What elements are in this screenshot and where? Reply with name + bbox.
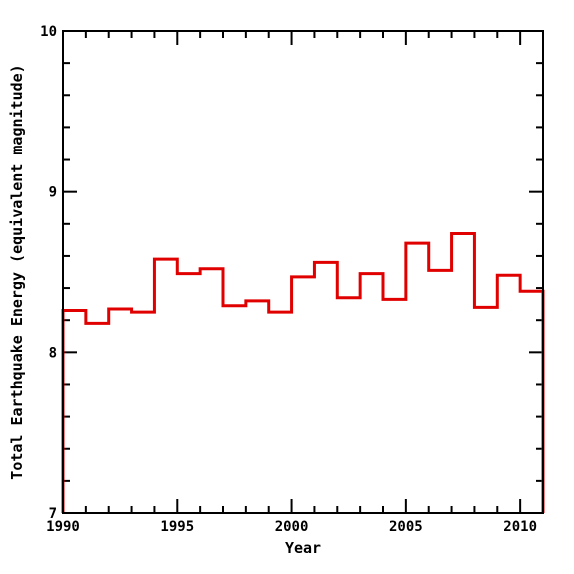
axis-ticks bbox=[62, 30, 544, 514]
y-tick-label: 7 bbox=[49, 506, 57, 522]
y-tick-label: 9 bbox=[49, 185, 57, 201]
plot-frame bbox=[62, 30, 544, 514]
x-tick-label: 2005 bbox=[389, 519, 423, 535]
x-tick-label: 2010 bbox=[503, 519, 537, 535]
x-tick-label: 1995 bbox=[160, 519, 194, 535]
x-tick-label: 1990 bbox=[46, 519, 80, 535]
x-tick-label: 2000 bbox=[275, 519, 309, 535]
x-axis-title: Year bbox=[285, 539, 321, 557]
y-axis-title: Total Earthquake Energy (equivalent magn… bbox=[8, 64, 26, 479]
tick-labels: 1990 1995 2000 2005 2010 7 8 9 10 bbox=[40, 24, 537, 535]
y-tick-label: 8 bbox=[49, 345, 57, 361]
y-tick-label: 10 bbox=[40, 24, 57, 40]
series-line-energy bbox=[61, 231, 545, 513]
